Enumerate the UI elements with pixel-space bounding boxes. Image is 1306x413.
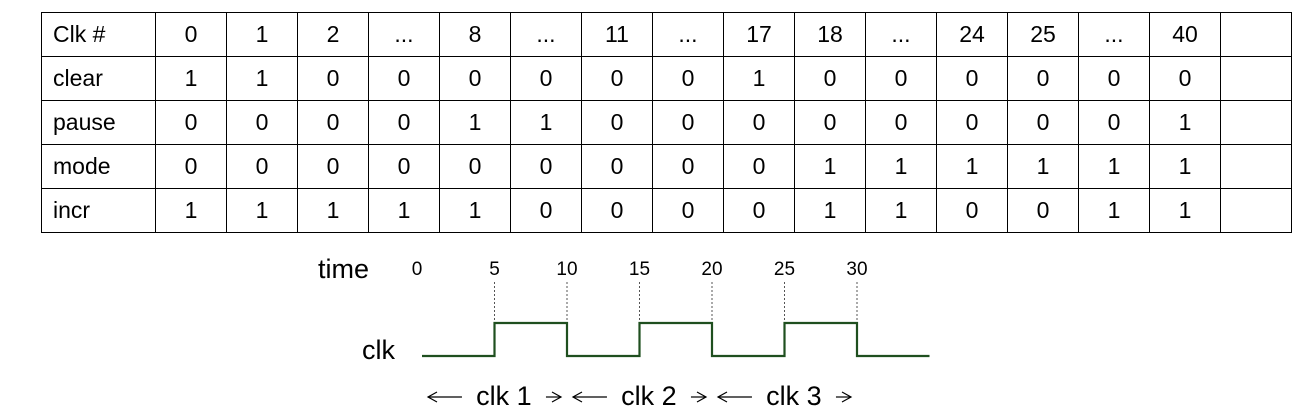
clock-waveform [422,321,930,358]
period-arrow [545,391,563,403]
table-cell: 1 [1149,188,1221,233]
table-row: pause 0 0 0 0 1 1 0 0 0 0 0 0 0 0 1 [41,100,1292,145]
row-header: clear [41,56,156,101]
table-cell: ... [865,12,937,57]
table-cell [1220,56,1292,101]
table-cell: 0 [652,188,724,233]
time-tick-label: 10 [556,259,577,280]
time-tick-label: 30 [846,259,867,280]
table-cell: 1 [865,188,937,233]
table-row: Clk #0 1 2... 8... 11... 17 18... 24 25... 40 [41,12,1292,57]
table-cell: 0 [794,56,866,101]
table-cell: ... [1078,12,1150,57]
table-cell: ... [652,12,724,57]
table-cell: 0 [155,12,227,57]
table-cell: 11 [581,12,653,57]
time-tick-label: 0 [412,259,423,280]
table-cell: 1 [155,56,227,101]
time-ticks: 0 5 10 15 20 25 30 [412,259,868,280]
period-arrow [716,391,752,403]
time-tick-label: 20 [701,259,722,280]
time-tick-label: 25 [774,259,795,280]
clock-period-label: clk 3 [766,381,822,411]
table-cell [1220,12,1292,57]
table-cell: 0 [865,56,937,101]
row-header: Clk # [41,12,156,57]
table-cell [1220,144,1292,189]
period-arrow [690,391,708,403]
clk-signal-label: clk [362,335,395,365]
table-cell: 0 [936,188,1008,233]
time-label: time [318,254,369,284]
table-cell: 18 [794,12,866,57]
table-cell [1220,188,1292,233]
table-cell: 0 [1007,56,1079,101]
table-cell: 0 [155,100,227,145]
table-cell: 0 [936,56,1008,101]
table-cell: 0 [510,56,582,101]
clock-period-labels: clk 1 clk 2 clk 3 [476,381,822,411]
table-cell: 0 [723,188,795,233]
table-cell: 0 [297,100,369,145]
table-cell: 1 [226,188,298,233]
table-cell: 1 [1078,144,1150,189]
table-cell: 0 [723,144,795,189]
table-cell: 1 [155,188,227,233]
clock-period-arrows [426,391,853,403]
period-arrow [835,391,853,403]
table-cell: 0 [226,100,298,145]
table-cell: 0 [1078,56,1150,101]
table-cell: 0 [155,144,227,189]
table-row: clear 1 1 0 0 0 0 0 0 1 0 0 0 0 0 0 [41,56,1292,101]
table-cell: 0 [368,100,440,145]
row-header: pause [41,100,156,145]
period-arrow [426,391,462,403]
table-cell: 1 [794,188,866,233]
table-cell: 0 [723,100,795,145]
table-row: incr 1 1 1 1 1 0 0 0 0 1 1 0 0 1 1 [41,188,1292,233]
table-cell: 1 [297,188,369,233]
clock-period-label: clk 1 [476,381,532,411]
time-guide-lines [494,282,858,323]
time-tick-label: 5 [489,259,500,280]
time-tick-label: 15 [629,259,650,280]
table-cell: 0 [439,144,511,189]
table-cell: 0 [510,188,582,233]
table-cell: 0 [865,100,937,145]
table-cell: 0 [297,56,369,101]
period-arrow [571,391,607,403]
table-cell: 1 [936,144,1008,189]
table-cell: 1 [1149,100,1221,145]
table-row: mode 0 0 0 0 0 0 0 0 0 1 1 1 1 1 1 [41,144,1292,189]
signal-table: Clk #0 1 2... 8... 11... 17 18... 24 25... 40 clea… [41,12,1292,233]
clock-period-label: clk 2 [621,381,677,411]
table-cell: 0 [936,100,1008,145]
table-cell: 1 [439,188,511,233]
table-cell: 0 [1149,56,1221,101]
